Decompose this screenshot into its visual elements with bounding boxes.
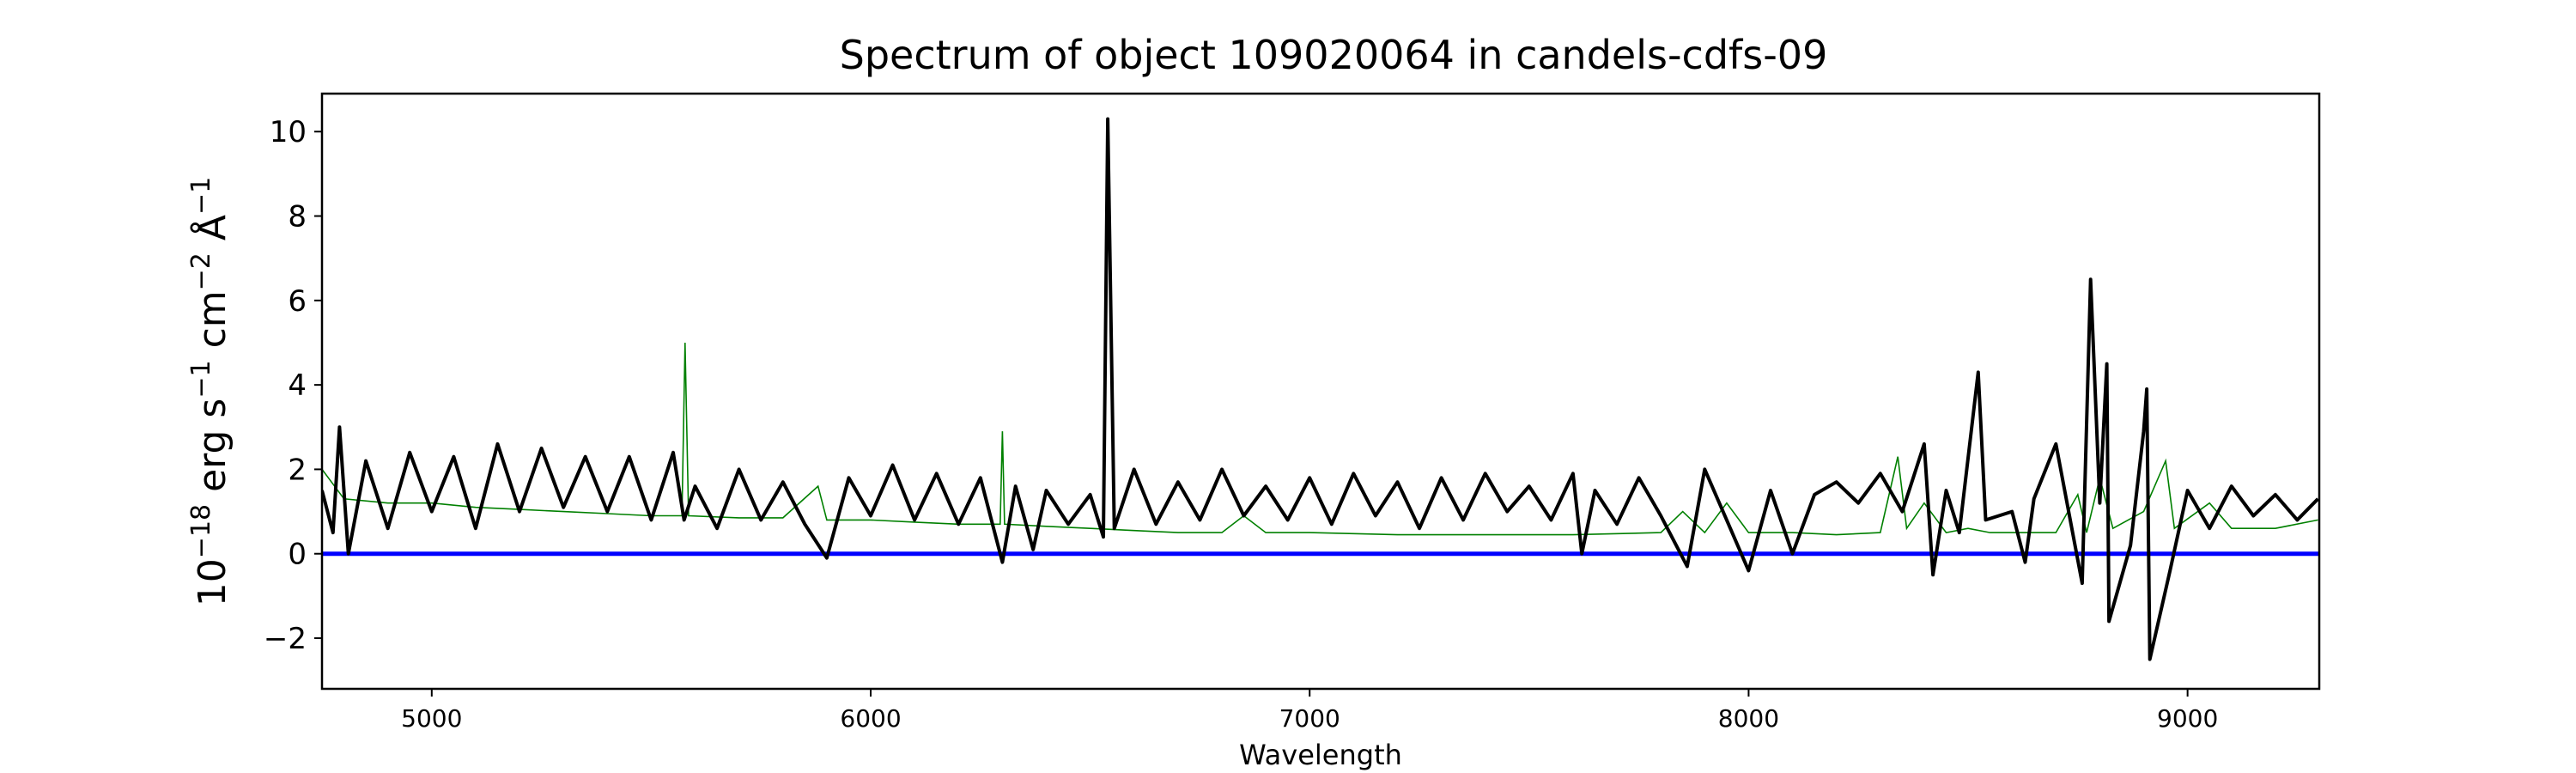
x-tick-label: 7000 bbox=[1279, 704, 1340, 733]
x-tick-label: 6000 bbox=[840, 704, 901, 733]
x-tick-label: 9000 bbox=[2157, 704, 2218, 733]
error-spectrum-line bbox=[322, 342, 2318, 536]
y-tick-label: 4 bbox=[288, 368, 307, 403]
x-tick-label: 8000 bbox=[1718, 704, 1779, 733]
y-axis-label: 10−18 erg s−1 cm−2 Å−1 bbox=[186, 177, 234, 606]
y-tick-label: 2 bbox=[288, 453, 307, 487]
y-tick-label: 10 bbox=[270, 115, 307, 149]
axes-frame bbox=[320, 92, 2321, 691]
y-axis: −2 0 2 4 6 8 10 bbox=[264, 115, 322, 656]
x-tick-label: 5000 bbox=[401, 704, 462, 733]
y-tick-label: −2 bbox=[264, 622, 307, 656]
y-tick-label: 8 bbox=[288, 200, 307, 234]
x-axis: 5000 6000 7000 8000 9000 bbox=[401, 689, 2218, 733]
y-tick-label: 6 bbox=[288, 284, 307, 319]
chart-title: Spectrum of object 109020064 in candels-… bbox=[840, 32, 1828, 78]
flux-spectrum-line bbox=[322, 117, 2319, 661]
y-tick-label: 0 bbox=[288, 538, 307, 572]
x-axis-label: Wavelength bbox=[1239, 739, 1402, 771]
plot-area bbox=[320, 92, 2321, 691]
